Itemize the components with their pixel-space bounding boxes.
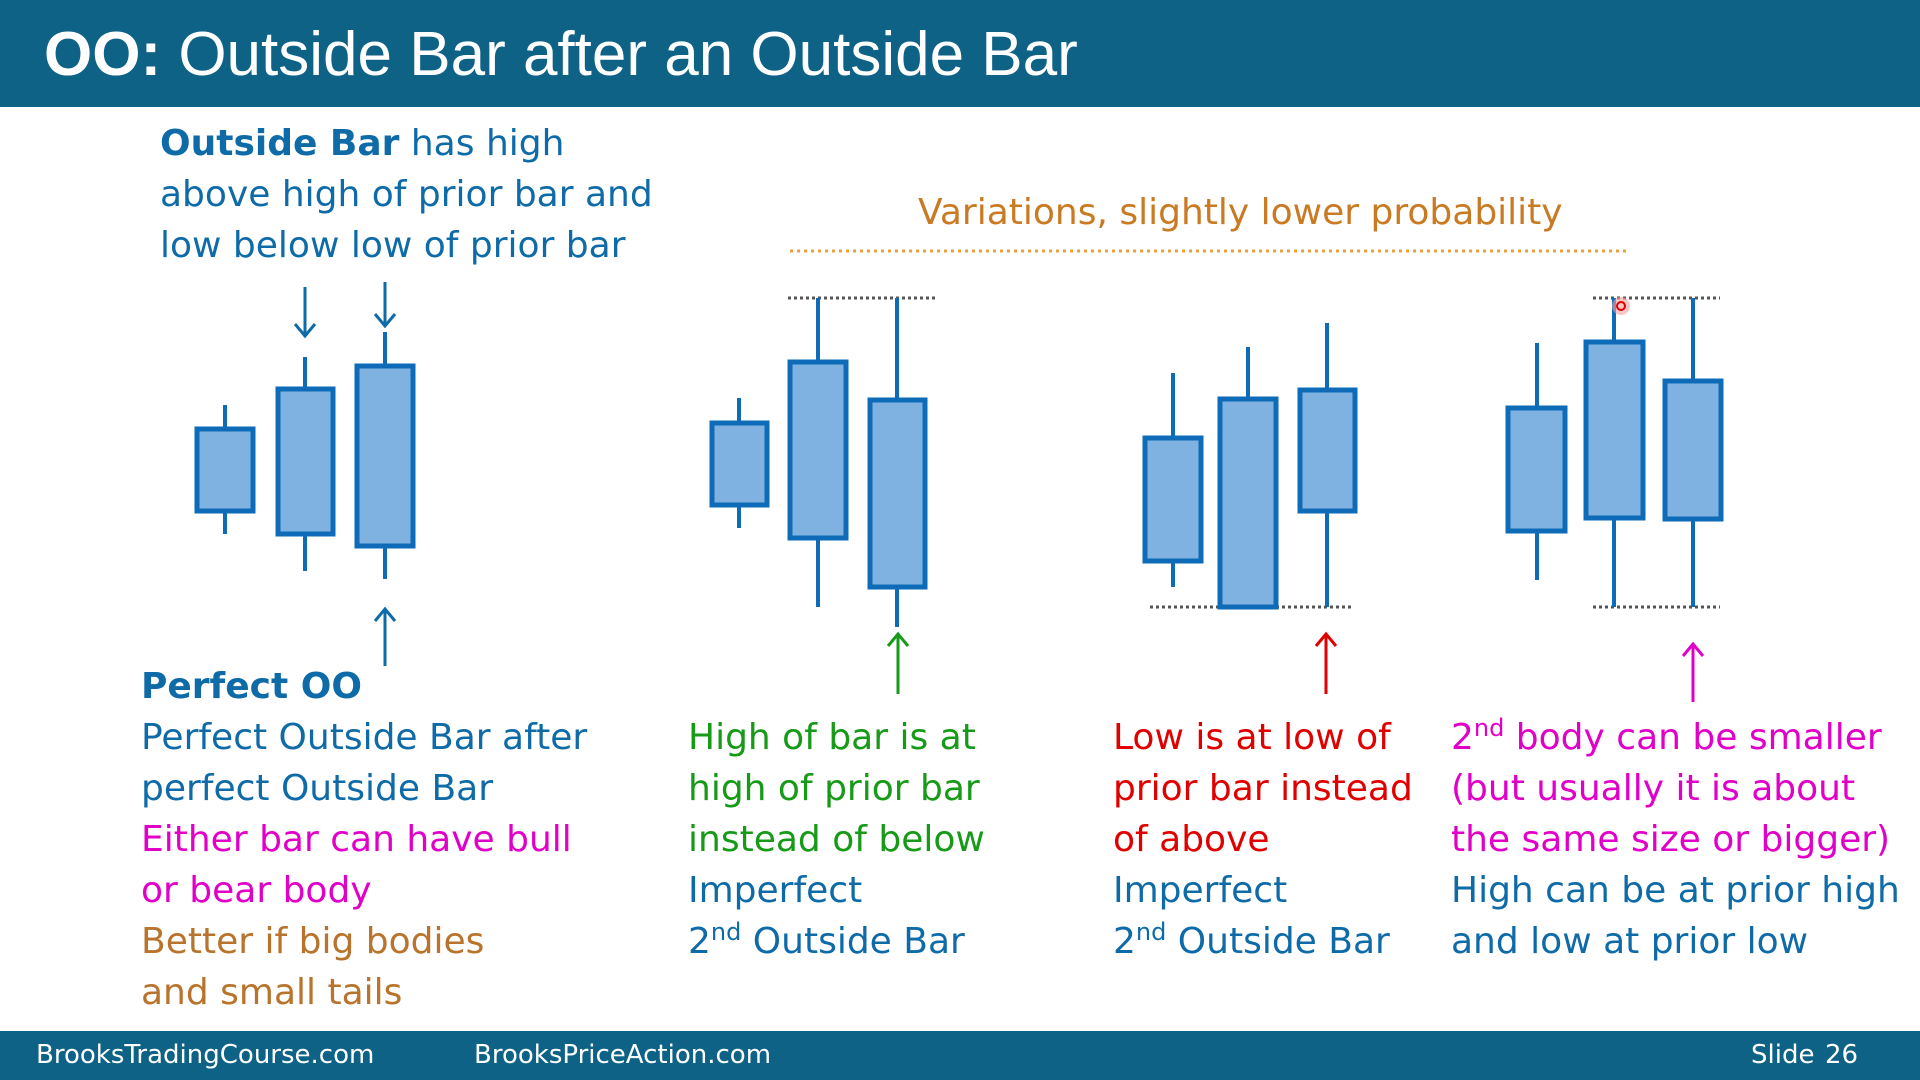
cursor-indicator [1612,297,1630,315]
variation1-line2: high of prior bar [688,768,980,809]
candle-6 [867,397,928,590]
footer-slide-number: 26 [1825,1040,1859,1070]
variation1-line4: Imperfect [688,870,863,911]
perfect-line1: Perfect Outside Bar after [141,717,588,758]
candle-11 [1583,339,1646,521]
definition-line1: has high [399,123,565,164]
candle-group-perfect [194,332,416,579]
perfect-line2: perfect Outside Bar [141,768,494,809]
candlestick-diagram [194,249,1724,702]
perfect-line6: and small tails [141,972,403,1013]
perfect-line4: or bear body [141,870,372,911]
variation2-text: Low is at low of prior bar instead of ab… [1113,712,1413,967]
definition-line2: above high of prior bar and [160,174,653,215]
arrow-up-perfect [373,606,397,666]
definition-line3: low below low of prior bar [160,225,626,266]
candle-1 [194,426,256,514]
candle-8 [1217,396,1279,610]
candle-4 [709,420,770,508]
perfect-line3: Either bar can have bull [141,819,572,860]
variation1-line1: High of bar is at [688,717,976,758]
arrow-down-1 [293,287,317,339]
variation2-line3: of above [1113,819,1270,860]
candle-5 [787,359,849,541]
arrow-down-2 [373,282,397,329]
slide-title: OO: Outside Bar after an Outside Bar [44,20,1078,90]
variation2-line2: prior bar instead [1113,768,1413,809]
candle-9 [1297,387,1358,514]
arrow-up-green [886,631,910,694]
perfect-oo-text: Perfect OO Perfect Outside Bar after per… [141,661,587,1018]
footer-slide-label: Slide [1751,1040,1815,1070]
candle-2 [275,386,336,537]
header-bar: OO: Outside Bar after an Outside Bar [0,0,1920,107]
variation3-text: 2nd body can be smaller (but usually it … [1451,712,1900,967]
arrow-up-red [1314,631,1338,694]
candle-7 [1142,435,1204,564]
variation3-line3: the same size or bigger) [1451,819,1891,860]
variation1-line3: instead of below [688,819,985,860]
definition-text: Outside Bar has high above high of prior… [160,118,653,271]
footer-site2: BrooksPriceAction.com [474,1040,772,1070]
variation3-line1: 2nd body can be smaller [1451,714,1882,758]
variation3-line4: High can be at prior high [1451,870,1900,911]
variation2-line5: 2nd Outside Bar [1113,918,1390,962]
variation2-line4: Imperfect [1113,870,1288,911]
candle-12 [1662,378,1724,522]
variation3-line2: (but usually it is about [1451,768,1856,809]
variations-heading: Variations, slightly lower probability [918,192,1563,233]
candle-3 [354,363,416,549]
candle-10 [1505,405,1568,534]
candle-group-variation3 [1505,298,1724,607]
title-text: Outside Bar after an Outside Bar [161,20,1078,89]
perfect-line5: Better if big bodies [141,921,485,962]
title-prefix: OO: [44,20,162,89]
candle-group-variation1 [709,298,928,627]
definition-term: Outside Bar [160,123,400,164]
variation1-text: High of bar is at high of prior bar inst… [688,712,985,967]
footer-bar: BrooksTradingCourse.com BrooksPriceActio… [0,1031,1920,1080]
variation2-line1: Low is at low of [1113,717,1391,758]
variation1-line5: 2nd Outside Bar [688,918,965,962]
variation3-line5: and low at prior low [1451,921,1809,962]
candle-group-variation2 [1142,323,1358,610]
footer-site1: BrooksTradingCourse.com [36,1040,375,1070]
arrow-up-magenta [1681,641,1705,702]
perfect-heading: Perfect OO [141,666,362,707]
